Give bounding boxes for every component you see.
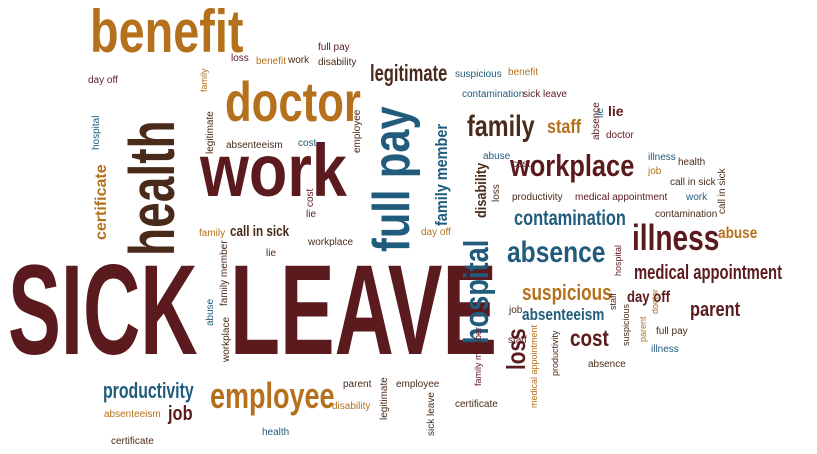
word-cost-small-2: cost [512,159,531,170]
word-contamination-large: contamination [514,207,626,230]
word-workplace-large: workplace [510,148,635,183]
word-lie-small: lie [266,248,277,259]
word-job-small-2: job [509,305,523,316]
word-abuse-large: abuse [718,225,758,242]
word-doctor-small: doctor [606,130,634,141]
word-call-in-sick-vertical: call in sick [717,168,728,214]
word-health-small: health [678,157,706,168]
word-absenteeism-small: absenteeism [226,140,283,151]
word-suspicious-small: suspicious [455,69,502,80]
word-family-member-vertical: family member [219,240,230,306]
word-legitimate-vertical: legitimate [205,111,216,154]
word-certificate-large: certificate [93,164,110,240]
word-loss-small-2: lie [607,105,608,106]
word-cost-small: cost [298,138,317,149]
word-job-large: job [168,403,193,425]
word-contamination-small: contamination [462,89,525,100]
word-sick-leave-vertical: sick leave [426,392,437,436]
word-parent-small: parent [343,379,372,390]
word-day-off-large: day off [627,289,671,306]
word-absence-vertical: absence [591,102,602,140]
word-disability-small: disability [318,57,357,68]
word-medical-appointment-large: medical appointment [634,262,783,284]
word-abuse-small: abuse [483,151,511,162]
word-day-off-small-2: day off [421,227,451,238]
word-workplace-small: workplace [308,237,354,248]
word-abuse-vertical: abuse [205,298,216,326]
word-cost-vertical: cost [305,188,316,207]
word-lie-large: lie [608,103,624,119]
word-health-large: health [116,120,188,257]
word-family-vertical: family [199,68,209,92]
word-certificate-small: certificate [455,399,498,410]
word-loss-vertical: loss [491,184,502,202]
word-doctor-large: doctor [225,70,361,133]
word-family-member-vertical-2: family member [473,326,483,386]
word-family-large: family [467,110,535,143]
word-employee-large: employee [210,375,335,416]
word-full-pay-large: full pay [363,106,421,252]
word-suspicious-vertical: suspicious [621,303,631,346]
word-leave: LEAVE [230,239,498,382]
word-legitimate-vertical-2: legitimate [379,377,390,420]
word-parent-vertical: parent [638,316,648,342]
word-work-small-2: work [686,192,708,203]
word-productivity-small: productivity [512,192,563,203]
word-staff-vertical: staff [608,293,618,310]
word-certificate-small-2: certificate [111,436,154,447]
word-legitimate-large: legitimate [370,60,448,86]
word-call-in-sick-small: call in sick [670,177,716,188]
word-health-small-2: health [262,427,290,438]
word-productivity-vertical: productivity [550,330,560,376]
word-job-small: job [648,166,662,177]
word-cost-large: cost [570,325,609,351]
word-staff-small: staff [508,335,527,346]
word-contamination-small-2: contamination [655,209,718,220]
word-sick: SICK [8,239,198,382]
word-absence-large: absence [507,236,606,269]
word-employee-vertical: employee [352,109,363,153]
word-benefit-large: benefit [90,0,244,65]
word-loss-small: loss [231,53,249,64]
word-call-in-sick-large: call in sick [230,223,290,240]
word-absence-small: absence [588,359,626,370]
word-full-pay-small-2: full pay [656,326,688,337]
word-sick-leave-small: sick leave [523,89,567,100]
word-disability-large: disability [473,162,490,218]
word-family-small: family [199,228,226,239]
word-work-large: work [200,129,347,212]
word-productivity-large: productivity [103,378,194,403]
word-illness-small-2: illness [651,344,679,355]
word-hospital-vertical-2: hospital [613,244,623,276]
word-doctor-vertical: doctor [650,288,660,314]
word-suspicious-large: suspicious [522,280,612,305]
word-workplace-vertical: workplace [221,316,232,362]
word-work-small: work [288,55,310,66]
word-staff-large: staff [547,117,582,138]
word-absenteeism-large: absenteeism [522,305,605,324]
word-lie-small-2: lie [306,209,317,220]
word-absenteeism-small-2: absenteeism [104,409,161,420]
word-illness-large: illness [632,217,720,258]
word-illness-small: illness [648,152,676,163]
word-employee-small: employee [396,379,440,390]
word-hospital-vertical: hospital [91,115,102,150]
word-family-member-large: family member [432,124,451,226]
word-benefit-small: benefit [256,56,287,67]
word-disability-small-2: disability [332,401,371,412]
word-full-pay-small: full pay [318,42,350,53]
word-parent-large: parent [690,299,741,321]
word-benefit-small-2: benefit [508,67,539,78]
word-medical-appointment-small: medical appointment [575,192,668,203]
word-medical-appointment-vertical: medical appointment [529,324,539,408]
word-day-off-small: day off [88,75,118,86]
